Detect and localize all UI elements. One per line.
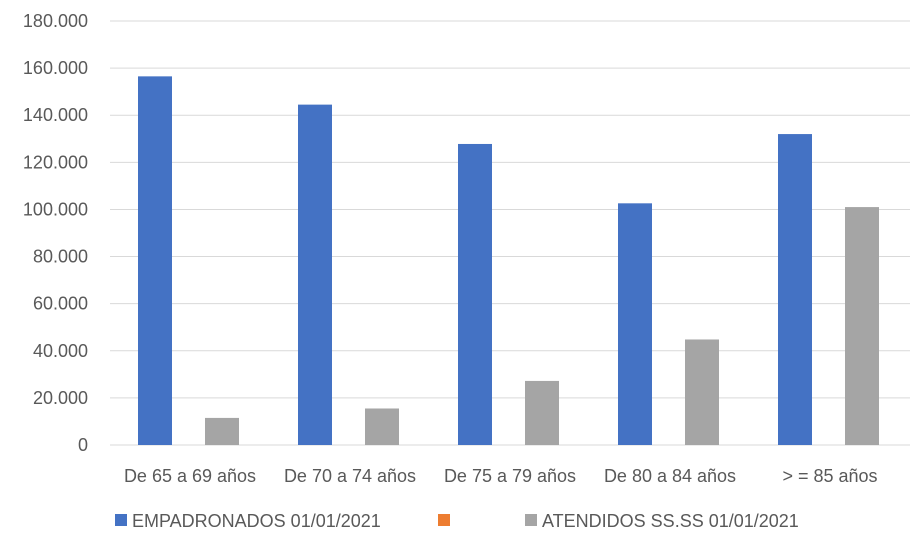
x-tick-label: De 65 a 69 años (124, 466, 256, 486)
bar-series-2-4 (845, 207, 879, 445)
legend-swatch-2 (525, 514, 537, 526)
legend-swatch-0 (115, 514, 127, 526)
bar-series-2-0 (205, 417, 239, 445)
x-tick-label: De 75 a 79 años (444, 466, 576, 486)
bar-series-0-0 (138, 76, 172, 445)
gridlines (110, 20, 910, 446)
legend: EMPADRONADOS 01/01/2021 ATENDIDOS SS.SS 0… (115, 511, 799, 531)
x-tick-label: De 80 a 84 años (604, 466, 736, 486)
y-axis-tick-labels: 0 20.000 40.000 60.000 80.000 100.000 120.000 1… (23, 11, 88, 455)
y-tick-label: 160.000 (23, 58, 88, 78)
y-tick-label: 100.000 (23, 199, 88, 219)
legend-swatch-1 (438, 514, 450, 526)
y-tick-label: 180.000 (23, 11, 88, 31)
y-tick-label: 80.000 (33, 247, 88, 267)
y-tick-label: 120.000 (23, 152, 88, 172)
bar-series-0-4 (778, 134, 812, 446)
legend-label-2: ATENDIDOS SS.SS 01/01/2021 (542, 511, 799, 531)
x-tick-label: > = 85 años (782, 466, 877, 486)
bar-series-2-1 (365, 408, 399, 445)
bar-series-0-2 (458, 143, 492, 445)
bar-series-0-3 (618, 203, 652, 445)
bar-series-0-1 (298, 104, 332, 445)
y-tick-label: 60.000 (33, 294, 88, 314)
bars (138, 76, 879, 446)
legend-label-0: EMPADRONADOS 01/01/2021 (132, 511, 381, 531)
bar-series-2-2 (525, 380, 559, 445)
y-tick-label: 0 (78, 435, 88, 455)
x-axis-tick-labels: De 65 a 69 años De 70 a 74 años De 75 a 79… (124, 466, 878, 486)
y-tick-label: 40.000 (33, 341, 88, 361)
y-tick-label: 140.000 (23, 105, 88, 125)
y-tick-label: 20.000 (33, 388, 88, 408)
bar-series-2-3 (685, 339, 719, 445)
x-tick-label: De 70 a 74 años (284, 466, 416, 486)
